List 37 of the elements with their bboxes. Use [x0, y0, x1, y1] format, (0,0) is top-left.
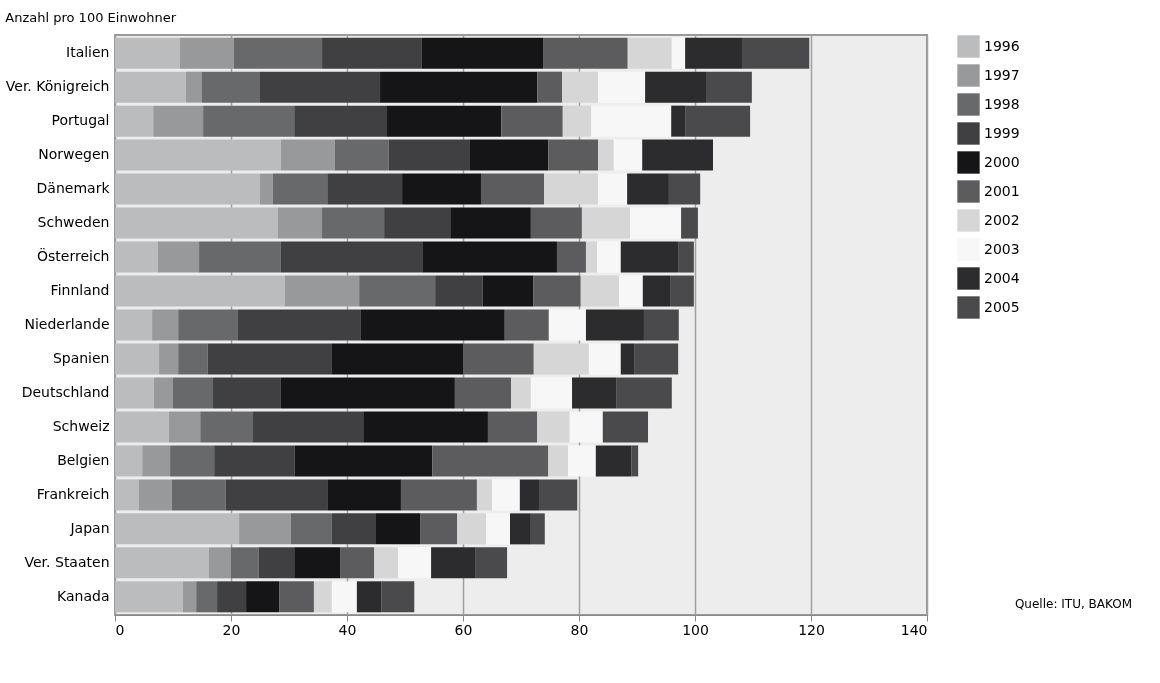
legend-label: 2002: [984, 211, 1020, 228]
y-tick-label: Schweiz: [52, 417, 110, 434]
y-tick-label: Niederlande: [24, 316, 110, 332]
y-tick-label: Deutschland: [21, 383, 110, 400]
y-tick-label: Finnland: [50, 282, 110, 299]
x-tick-label: 120: [798, 621, 825, 638]
y-tick-label: Ver. Staaten: [24, 553, 110, 570]
y-tick-label: Portugal: [51, 112, 110, 129]
x-tick-label: 20: [222, 621, 241, 638]
y-tick-label: Schweden: [37, 214, 110, 231]
legend-label: 1997: [984, 66, 1020, 83]
y-tick-label: Kanada: [57, 587, 110, 604]
x-tick-label: 60: [454, 621, 473, 638]
legend-label: 1998: [984, 95, 1020, 112]
y-tick-label: Dänemark: [36, 180, 111, 197]
legend-label: 2005: [984, 298, 1020, 315]
x-tick-label: 40: [338, 621, 357, 638]
y-tick-label: Österreich: [37, 247, 110, 265]
legend-label: 2003: [984, 240, 1020, 257]
x-tick-label: 0: [115, 621, 125, 638]
y-tick-label: Frankreich: [36, 485, 110, 502]
chart-title: Anzahl pro 100 Einwohner: [5, 10, 177, 25]
legend-label: 2001: [984, 182, 1020, 199]
x-tick-label: 80: [570, 621, 589, 638]
y-tick-label: Ver. Königreich: [5, 78, 110, 95]
source-note: Quelle: ITU, BAKOM: [1014, 597, 1132, 611]
x-tick-label: 100: [682, 621, 709, 638]
y-tick-label: Norwegen: [38, 146, 110, 163]
legend-label: 2000: [984, 153, 1020, 170]
y-tick-label: Japan: [69, 519, 110, 536]
legend-label: 1999: [984, 124, 1020, 141]
y-tick-label: Italien: [66, 44, 110, 61]
x-tick-label: 140: [900, 621, 928, 638]
legend-label: 2004: [984, 269, 1020, 286]
y-tick-label: Belgien: [57, 451, 110, 468]
y-tick-label: Spanien: [52, 349, 110, 366]
legend-label: 1996: [984, 37, 1020, 54]
